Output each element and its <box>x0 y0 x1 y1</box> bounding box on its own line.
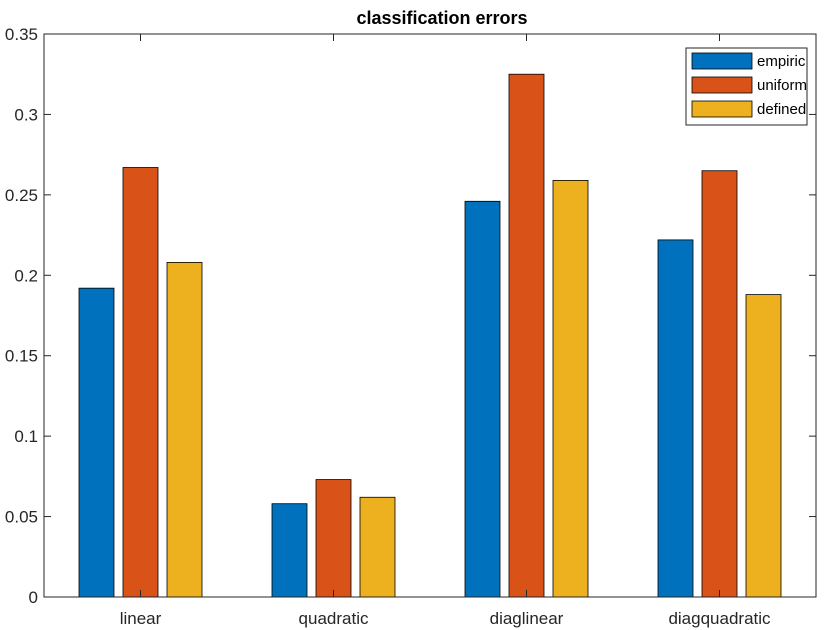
bar-empiric-diaglinear <box>464 200 501 598</box>
legend: empiric uniform defined <box>685 47 808 126</box>
bar-empiric-quadratic <box>271 503 308 598</box>
bar-defined-linear <box>166 262 203 598</box>
y-tick-label: 0.15 <box>5 347 38 366</box>
y-tick-label: 0.2 <box>14 266 38 285</box>
y-tick-label: 0.25 <box>5 186 38 205</box>
bars-group <box>78 73 782 598</box>
plot-area-border <box>43 33 817 598</box>
x-tick-label: diaglinear <box>490 609 564 628</box>
chart-title: classification errors <box>356 8 527 28</box>
bar-uniform-linear <box>122 167 159 598</box>
legend-label-defined: defined <box>757 101 806 118</box>
legend-swatch-defined <box>691 100 753 118</box>
y-tick-label: 0.3 <box>14 105 38 124</box>
legend-label-empiric: empiric <box>757 53 806 70</box>
y-tick-label: 0.05 <box>5 508 38 527</box>
bar-empiric-diagquadratic <box>657 239 694 598</box>
bar-empiric-linear <box>78 287 115 598</box>
legend-label-uniform: uniform <box>757 77 807 94</box>
bar-defined-diaglinear <box>552 179 589 598</box>
bar-uniform-quadratic <box>315 479 352 598</box>
legend-swatch-empiric <box>691 52 753 70</box>
legend-swatch-uniform <box>691 76 753 94</box>
y-tick-label: 0.35 <box>5 25 38 44</box>
bar-uniform-diaglinear <box>508 73 545 598</box>
x-tick-label: quadratic <box>299 609 369 628</box>
x-tick-label: diagquadratic <box>668 609 771 628</box>
bar-defined-quadratic <box>359 496 396 598</box>
y-tick-label: 0.1 <box>14 427 38 446</box>
axes-group: 0 0.05 0.1 0.15 0.2 0.25 0.3 0.35 linear quadrati… <box>5 25 817 628</box>
x-tick-label: linear <box>120 609 162 628</box>
y-tick-label: 0 <box>29 588 38 607</box>
bar-defined-diagquadratic <box>745 294 782 598</box>
bar-uniform-diagquadratic <box>701 170 738 598</box>
